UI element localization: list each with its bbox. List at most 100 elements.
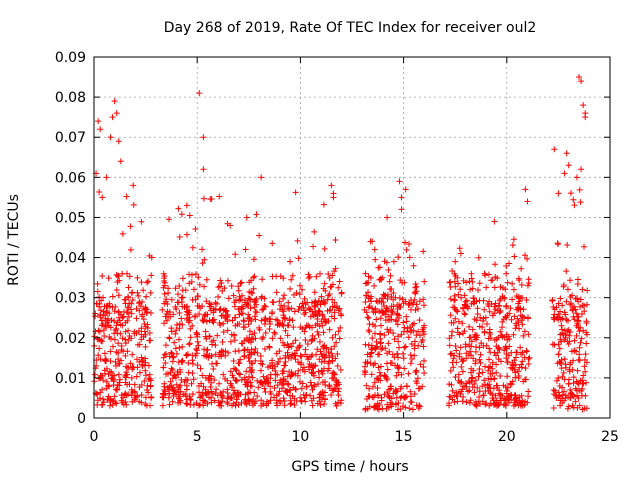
data-point bbox=[127, 306, 134, 313]
data-point bbox=[464, 388, 471, 395]
data-point bbox=[101, 303, 108, 310]
y-tick-label: 0.06 bbox=[55, 170, 86, 186]
data-point bbox=[335, 385, 342, 392]
x-tick-label: 25 bbox=[601, 429, 619, 445]
data-point bbox=[476, 297, 483, 304]
data-point bbox=[405, 370, 412, 377]
data-point bbox=[99, 194, 106, 201]
data-point bbox=[460, 277, 467, 284]
data-point bbox=[138, 336, 145, 343]
data-point bbox=[462, 343, 469, 350]
data-point bbox=[468, 352, 475, 359]
data-point bbox=[524, 282, 531, 289]
data-point bbox=[210, 366, 217, 373]
data-point bbox=[376, 276, 383, 283]
data-point bbox=[130, 201, 137, 208]
data-point bbox=[317, 348, 324, 355]
data-point bbox=[506, 310, 513, 317]
x-tick-label: 10 bbox=[291, 429, 309, 445]
data-point bbox=[118, 357, 125, 364]
data-point bbox=[146, 329, 153, 336]
data-point bbox=[212, 342, 219, 349]
data-point bbox=[554, 313, 561, 320]
data-point bbox=[222, 307, 229, 314]
data-point bbox=[394, 350, 401, 357]
data-point bbox=[210, 309, 217, 316]
data-point bbox=[144, 324, 151, 331]
data-point bbox=[203, 390, 210, 397]
data-point bbox=[336, 335, 343, 342]
data-point bbox=[161, 273, 168, 280]
data-point bbox=[100, 308, 107, 315]
data-point bbox=[469, 383, 476, 390]
data-point bbox=[267, 388, 274, 395]
data-point bbox=[522, 186, 529, 193]
data-point bbox=[397, 385, 404, 392]
data-point bbox=[241, 376, 248, 383]
data-point bbox=[240, 324, 247, 331]
data-point bbox=[407, 360, 414, 367]
data-point bbox=[236, 311, 243, 318]
data-point bbox=[247, 296, 254, 303]
data-point bbox=[97, 395, 104, 402]
data-point bbox=[449, 387, 456, 394]
data-point bbox=[332, 355, 339, 362]
data-point bbox=[317, 301, 324, 308]
data-point bbox=[114, 279, 121, 286]
data-point bbox=[104, 396, 111, 403]
data-point bbox=[466, 278, 473, 285]
data-point bbox=[170, 384, 177, 391]
data-point bbox=[392, 401, 399, 408]
data-point bbox=[374, 392, 381, 399]
data-point bbox=[237, 296, 244, 303]
data-point bbox=[420, 364, 427, 371]
data-point bbox=[138, 325, 145, 332]
data-point bbox=[240, 347, 247, 354]
data-point bbox=[187, 401, 194, 408]
data-point bbox=[166, 390, 173, 397]
data-point bbox=[396, 295, 403, 302]
data-point bbox=[250, 335, 257, 342]
data-point bbox=[468, 343, 475, 350]
data-point bbox=[524, 255, 531, 262]
data-point bbox=[448, 350, 455, 357]
data-point bbox=[195, 342, 202, 349]
data-point bbox=[578, 78, 585, 85]
data-point bbox=[299, 366, 306, 373]
data-point bbox=[176, 393, 183, 400]
data-point bbox=[325, 360, 332, 367]
data-point bbox=[473, 334, 480, 341]
data-point bbox=[107, 395, 114, 402]
data-point bbox=[372, 256, 379, 263]
data-point bbox=[136, 358, 143, 365]
data-point bbox=[364, 314, 371, 321]
data-point bbox=[562, 361, 569, 368]
data-point bbox=[126, 333, 133, 340]
data-point bbox=[418, 338, 425, 345]
data-point bbox=[396, 301, 403, 308]
data-point bbox=[582, 368, 589, 375]
data-point bbox=[563, 150, 570, 157]
data-point bbox=[179, 287, 186, 294]
data-point bbox=[307, 379, 314, 386]
data-point bbox=[267, 321, 274, 328]
data-point bbox=[411, 352, 418, 359]
data-point bbox=[416, 298, 423, 305]
data-point bbox=[510, 402, 517, 409]
data-point bbox=[404, 383, 411, 390]
data-point bbox=[459, 320, 466, 327]
data-point bbox=[216, 402, 223, 409]
data-point bbox=[499, 324, 506, 331]
data-point bbox=[567, 293, 574, 300]
data-point bbox=[454, 274, 461, 281]
data-point bbox=[111, 393, 118, 400]
data-point bbox=[318, 358, 325, 365]
data-point bbox=[292, 337, 299, 344]
data-point bbox=[250, 285, 257, 292]
data-point bbox=[111, 330, 118, 337]
data-point bbox=[189, 296, 196, 303]
data-point bbox=[369, 335, 376, 342]
data-point bbox=[311, 335, 318, 342]
data-point bbox=[162, 351, 169, 358]
data-point bbox=[304, 340, 311, 347]
